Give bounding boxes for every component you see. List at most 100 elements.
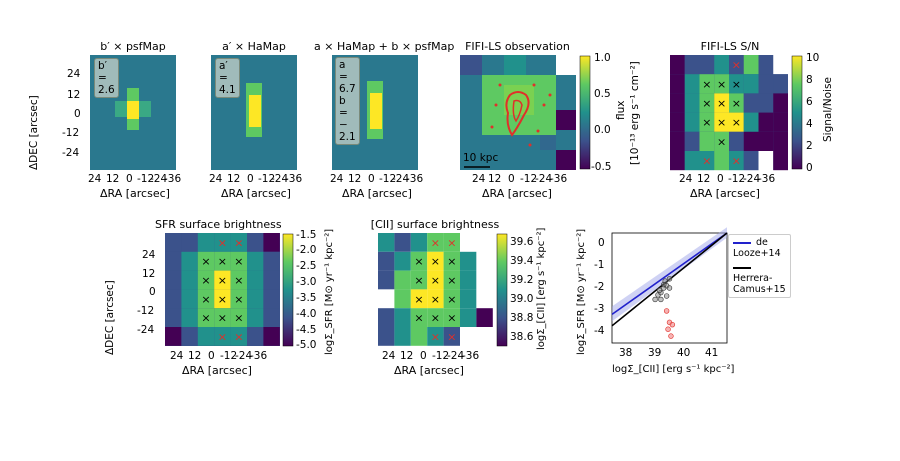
heatmap-cell	[758, 74, 774, 94]
heatmap-cell	[230, 308, 247, 327]
heatmap-cell	[214, 289, 231, 309]
heatmap-cell	[197, 308, 215, 327]
cross-marker: ×	[201, 274, 210, 287]
heatmap-cell	[427, 233, 444, 252]
heatmap-cell	[214, 308, 231, 327]
x-tick-label: 41	[705, 347, 719, 359]
colorbar-tick-label: 2	[806, 140, 813, 152]
x-tick-label: 12	[227, 173, 241, 185]
data-point-red	[663, 308, 670, 314]
x-tick-label: -24	[235, 350, 253, 362]
x-axis-label: ΔRA [arcsec]	[482, 187, 552, 200]
heatmap-cell	[214, 233, 231, 252]
contour-line	[512, 99, 523, 123]
annotation-box: a = 6.7 b = − 2.1	[335, 57, 360, 145]
heatmap-cell	[230, 251, 247, 271]
heatmap-cell	[427, 270, 444, 290]
colorbar-tick-label: 0	[806, 162, 813, 174]
heatmap-cell	[378, 289, 395, 309]
heatmap-cell	[773, 74, 788, 94]
cross-marker: ×	[717, 135, 726, 148]
heatmap-cell	[263, 270, 280, 290]
heatmap-cell	[758, 55, 774, 75]
x-tick-label: 24	[679, 173, 693, 185]
x-tick-label: -24	[535, 173, 553, 185]
heatmap-cell	[743, 74, 759, 94]
data-point	[656, 287, 663, 293]
cross-marker: ×	[414, 293, 423, 306]
data-point	[652, 296, 658, 303]
x-tick-label: 0	[208, 350, 215, 362]
heatmap-cell	[670, 74, 685, 94]
x-axis-label: ΔRA [arcsec]	[182, 364, 252, 377]
cross-marker: ×	[414, 274, 423, 287]
heatmap-cell	[263, 233, 280, 252]
heatmap-cell	[773, 112, 788, 132]
heatmap-cell	[394, 289, 411, 309]
heatmap-cell	[165, 289, 182, 309]
x-tick-label: -36	[550, 173, 568, 185]
y-tick-label: -24	[62, 147, 80, 159]
cross-marker: ×	[447, 274, 456, 287]
cross-marker: ×	[702, 78, 711, 91]
cross-marker: ×	[732, 78, 741, 91]
heatmap-cell	[230, 289, 247, 309]
colorbar-tick-label: -0.5	[591, 161, 612, 173]
heatmap-cell	[743, 93, 759, 113]
heatmap-cell	[443, 233, 460, 252]
heatmap-cell	[181, 289, 198, 309]
x-tick-label: -36	[758, 173, 776, 185]
scatter-plot	[611, 227, 728, 344]
heatmap-cell	[729, 151, 744, 171]
cross-marker: ×	[717, 97, 726, 110]
heatmap-cell	[670, 151, 685, 171]
heatmap-cell	[427, 308, 444, 327]
legend-entry: Herrera-Camus+15	[733, 262, 786, 295]
x-tick-label: 0	[126, 173, 133, 185]
x-tick-label: -36	[462, 350, 480, 362]
colorbar-tick-label: 39.2	[510, 274, 534, 286]
annotation-a: a = 6.7	[339, 59, 356, 95]
panel-title: FIFI-LS observation	[465, 40, 570, 53]
heatmap-cell	[699, 151, 715, 171]
heatmap-cell	[699, 74, 715, 94]
scale-bar-label: 10 kpc	[463, 152, 499, 164]
contour-line	[505, 91, 530, 137]
x-axis-label: ΔRA [arcsec]	[342, 187, 412, 200]
cross-marker: ×	[218, 274, 227, 287]
cross-marker: ×	[431, 312, 440, 325]
data-point	[658, 296, 664, 303]
heatmap-cell	[714, 112, 729, 132]
heatmap-cell	[197, 327, 215, 346]
heatmap-cell	[714, 74, 729, 94]
heatmap-cell	[758, 93, 774, 113]
heatmap-cell	[684, 55, 700, 75]
x-tick-label: -36	[250, 350, 268, 362]
cross-marker: ×	[234, 312, 243, 325]
heatmap-cell	[181, 270, 198, 290]
cross-marker: ×	[702, 97, 711, 110]
heatmap-cell	[165, 233, 182, 252]
heatmap-cell	[773, 131, 788, 151]
x-axis-label: ΔRA [arcsec]	[100, 187, 170, 200]
heatmap-cell	[410, 233, 428, 252]
x-tick-label: 40	[677, 347, 691, 359]
heatmap-cell	[230, 327, 247, 346]
heatmap-cell	[476, 289, 493, 309]
x-tick-label: -12	[258, 173, 276, 185]
colorbar-tick-label: -1.5	[296, 229, 317, 241]
x-tick-label: -36	[406, 173, 424, 185]
x-tick-label: -36	[164, 173, 182, 185]
colorbar-label: Signal/Noise	[822, 77, 834, 142]
heatmap-fifi-sn: × × × × × × × × × × × × ×	[670, 55, 788, 171]
heatmap-cell	[165, 270, 182, 290]
cross-marker: ×	[702, 155, 711, 168]
cross-marker: ×	[431, 255, 440, 268]
cross-marker: ×	[431, 274, 440, 287]
data-point-red	[665, 326, 671, 332]
heatmap-cell	[427, 289, 444, 309]
heatmap-cell	[378, 270, 395, 290]
y-tick-label: -4	[594, 325, 605, 337]
heatmap-fifi-observation	[460, 55, 576, 170]
colorbar-tick-label: -4.5	[296, 324, 317, 336]
